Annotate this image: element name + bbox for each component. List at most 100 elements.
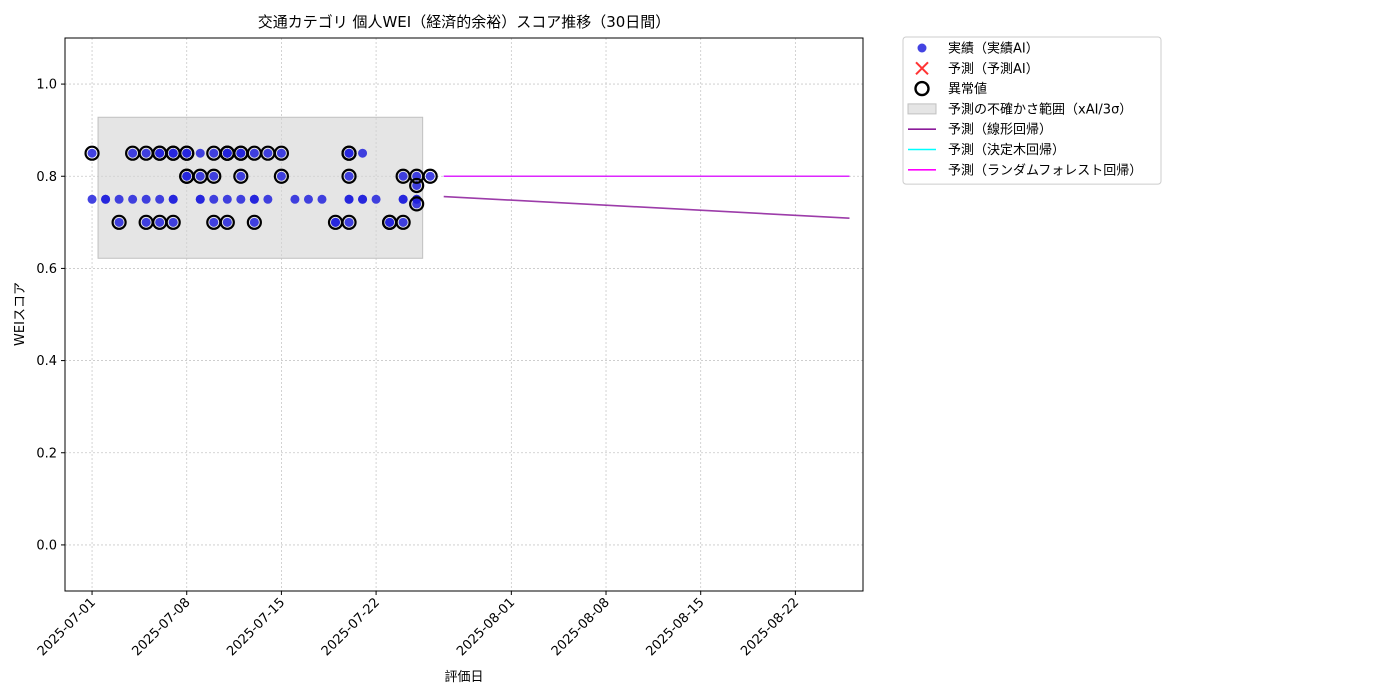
prediction-line-1 — [443, 195, 850, 219]
actual-data-point — [168, 217, 178, 227]
anomaly-marker — [341, 214, 357, 230]
y-tick-label: 0.0 — [36, 538, 57, 553]
actual-data-point — [249, 148, 259, 158]
actual-data-point — [398, 217, 408, 227]
x-tick-label: 2025-07-01 — [35, 595, 99, 659]
plot-border — [64, 37, 864, 592]
actual-data-point — [141, 194, 151, 204]
actual-data-point — [385, 217, 395, 227]
actual-data-point — [222, 194, 232, 204]
legend-label: 実績（実績AI） — [948, 41, 1039, 57]
actual-data-point — [276, 148, 286, 158]
actual-data-point — [344, 194, 354, 204]
actual-data-point — [425, 171, 435, 181]
actual-data-point — [249, 194, 259, 204]
anomaly-rings-layer — [84, 145, 438, 230]
anomaly-marker — [179, 145, 195, 161]
actual-data-point — [236, 194, 246, 204]
actual-data-point — [87, 194, 97, 204]
actual-data-point — [290, 194, 300, 204]
anomaly-marker — [84, 145, 100, 161]
actual-data-point — [209, 148, 219, 158]
legend-item: 予測の不確かさ範囲（xAI/3σ） — [907, 101, 1132, 117]
legend-marker-band — [907, 103, 937, 115]
x-tick-label: 2025-08-15 — [643, 595, 707, 659]
actual-data-point — [358, 194, 368, 204]
actual-data-point — [209, 194, 219, 204]
actual-data-point — [114, 194, 124, 204]
x-tick-label: 2025-08-22 — [738, 595, 802, 659]
actual-data-point — [209, 217, 219, 227]
actual-data-point — [398, 171, 408, 181]
legend-item: 予測（線形回帰） — [908, 122, 1052, 138]
actual-data-point — [344, 217, 354, 227]
legend-item: 異常値 — [914, 80, 987, 97]
actual-data-point — [331, 217, 341, 227]
actual-data-point — [87, 148, 97, 158]
actual-data-point — [236, 148, 246, 158]
legend-marker-x — [915, 61, 929, 76]
y-tick-label: 0.2 — [36, 446, 57, 461]
x-tick-label: 2025-07-22 — [319, 595, 383, 659]
actual-data-point — [155, 194, 165, 204]
actual-data-point — [168, 194, 178, 204]
legend-label: 予測（ランダムフォレスト回帰） — [948, 162, 1142, 178]
legend-label: 異常値 — [948, 81, 987, 97]
actual-data-point — [114, 217, 124, 227]
actual-data-point — [182, 148, 192, 158]
actual-data-point — [182, 171, 192, 181]
x-axis-label: 評価日 — [444, 670, 483, 685]
uncertainty-band-layer — [97, 116, 424, 259]
actual-data-point — [412, 199, 422, 209]
anomaly-marker — [165, 214, 181, 230]
actual-data-point — [195, 148, 205, 158]
anomaly-marker — [409, 177, 425, 194]
uncertainty-band — [97, 116, 424, 259]
actual-data-point — [101, 194, 111, 204]
anomaly-marker — [219, 214, 235, 230]
x-tick-label: 2025-07-15 — [224, 595, 288, 659]
legend-item: 予測（ランダムフォレスト回帰） — [908, 162, 1142, 178]
actual-data-point — [263, 194, 273, 204]
actual-data-point — [209, 171, 219, 181]
legend-item: 予測（予測AI） — [915, 61, 1039, 77]
chart-title: 交通カテゴリ 個人WEI（経済的余裕）スコア推移（30日間） — [258, 13, 671, 31]
actual-data-point — [168, 148, 178, 158]
y-tick-label: 1.0 — [36, 78, 57, 93]
x-axis-ticks: 2025-07-01 2025-07-08 2025-07-15 2025-07-22… — [35, 591, 802, 659]
anomaly-marker — [273, 145, 290, 161]
y-tick-label: 0.4 — [36, 354, 57, 369]
legend-item: 予測（決定木回帰） — [908, 142, 1065, 158]
legend-label: 予測（線形回帰） — [948, 122, 1052, 138]
actual-data-point — [195, 171, 205, 181]
anomaly-marker — [341, 145, 357, 161]
y-tick-label: 0.6 — [36, 262, 57, 277]
anomaly-marker — [395, 214, 411, 230]
x-tick-label: 2025-07-08 — [130, 595, 194, 659]
actual-data-point — [222, 217, 232, 227]
actual-data-point — [303, 194, 313, 204]
actual-data-point — [317, 194, 327, 204]
legend-marker-ring — [914, 80, 930, 97]
y-axis-label: WEIスコア — [13, 282, 28, 346]
actual-data-point — [141, 148, 151, 158]
actual-data-point — [344, 171, 354, 181]
anomaly-marker — [422, 168, 438, 184]
actual-data-point — [236, 171, 246, 181]
y-axis-ticks: 0.0 0.2 0.4 0.6 0.8 1.0 — [36, 78, 65, 553]
actual-data-point — [344, 148, 354, 158]
actual-data-point — [155, 217, 165, 227]
anomaly-marker — [246, 214, 262, 230]
actual-data-point — [141, 217, 151, 227]
legend-label: 予測の不確かさ範囲（xAI/3σ） — [948, 101, 1132, 117]
x-tick-label: 2025-08-08 — [549, 595, 613, 659]
legend-label: 予測（決定木回帰） — [948, 142, 1065, 158]
prediction-lines-layer — [443, 175, 850, 219]
actual-data-point — [371, 194, 381, 204]
y-tick-label: 0.8 — [36, 170, 57, 185]
actual-data-point — [398, 194, 408, 204]
anomaly-marker — [111, 214, 127, 230]
legend-box — [902, 36, 1162, 185]
x-tick-label: 2025-08-01 — [454, 595, 518, 659]
